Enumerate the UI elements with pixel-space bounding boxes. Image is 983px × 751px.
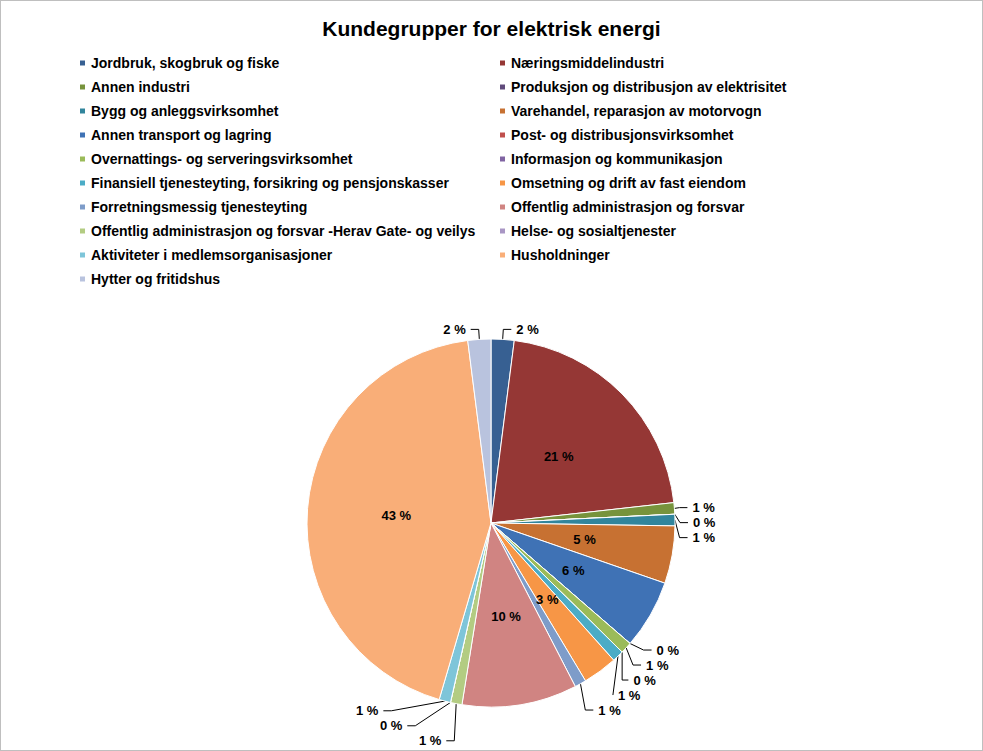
svg-text:21 %: 21 % [544, 449, 574, 464]
svg-text:Aktiviteter i medlemsorganisas: Aktiviteter i medlemsorganisasjoner [91, 247, 333, 263]
svg-text:1 %: 1 % [419, 733, 442, 748]
svg-text:Annen industri: Annen industri [91, 79, 190, 95]
svg-text:Overnattings- og serveringsvir: Overnattings- og serveringsvirksomhet [91, 151, 353, 167]
svg-text:0 %: 0 % [657, 643, 680, 658]
svg-text:Bygg og anleggsvirksomhet: Bygg og anleggsvirksomhet [91, 103, 279, 119]
svg-text:3 %: 3 % [536, 592, 559, 607]
svg-text:1 %: 1 % [356, 703, 379, 718]
svg-text:43 %: 43 % [381, 508, 411, 523]
svg-text:Omsetning og drift av fast eie: Omsetning og drift av fast eiendom [511, 175, 746, 191]
svg-text:5 %: 5 % [573, 532, 596, 547]
svg-text:1 %: 1 % [693, 530, 716, 545]
svg-text:Produksjon og distribusjon av: Produksjon og distribusjon av elektrisit… [511, 79, 787, 95]
svg-text:Post- og distribusjonsvirksomh: Post- og distribusjonsvirksomhet [511, 127, 734, 143]
svg-text:Helse- og sosialtjenester: Helse- og sosialtjenester [511, 223, 677, 239]
svg-text:1 %: 1 % [692, 500, 715, 515]
svg-text:2 %: 2 % [443, 322, 466, 337]
svg-text:Næringsmiddelindustri: Næringsmiddelindustri [511, 55, 664, 71]
svg-text:Finansiell tjenesteyting, fors: Finansiell tjenesteyting, forsikring og … [91, 175, 449, 191]
svg-text:0 %: 0 % [633, 673, 656, 688]
svg-text:0 %: 0 % [380, 718, 403, 733]
svg-text:1 %: 1 % [646, 658, 669, 673]
svg-text:Hytter og fritidshus: Hytter og fritidshus [91, 271, 220, 287]
svg-text:Informasjon og kommunikasjon: Informasjon og kommunikasjon [511, 151, 723, 167]
svg-text:6 %: 6 % [562, 563, 585, 578]
svg-text:Forretningsmessig tjenesteytin: Forretningsmessig tjenesteyting [91, 199, 307, 215]
svg-text:10 %: 10 % [491, 609, 521, 624]
svg-text:Varehandel, reparasjon av moto: Varehandel, reparasjon av motorvogn [511, 103, 762, 119]
svg-text:Jordbruk, skogbruk og fiske: Jordbruk, skogbruk og fiske [91, 55, 279, 71]
svg-text:Husholdninger: Husholdninger [511, 247, 610, 263]
svg-text:0 %: 0 % [693, 515, 716, 530]
svg-text:Annen transport og lagring: Annen transport og lagring [91, 127, 271, 143]
svg-text:Offentlig administrasjon og fo: Offentlig administrasjon og forsvar -Her… [91, 223, 476, 239]
svg-text:1 %: 1 % [598, 703, 621, 718]
svg-text:Kundegrupper for elektrisk ene: Kundegrupper for elektrisk energi [322, 17, 660, 40]
svg-text:2 %: 2 % [516, 322, 539, 337]
svg-text:1 %: 1 % [618, 688, 641, 703]
svg-text:Offentlig administrasjon og fo: Offentlig administrasjon og forsvar [511, 199, 745, 215]
